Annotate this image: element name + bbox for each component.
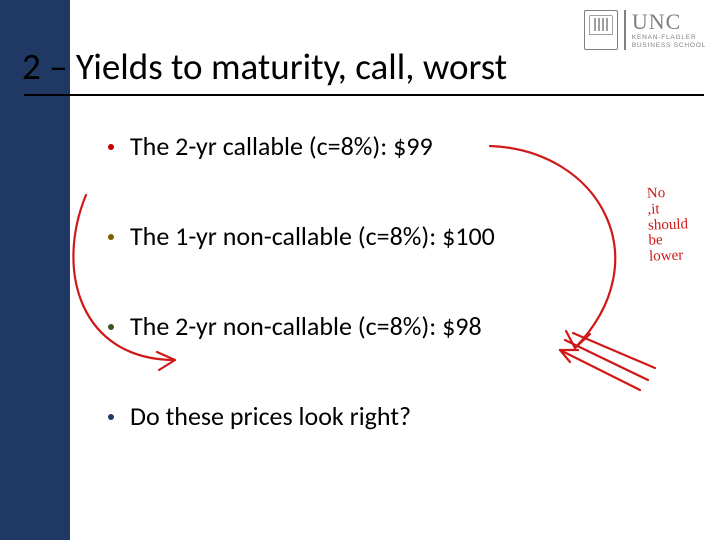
title-underline <box>24 94 704 96</box>
bullet-item: The 2-yr callable (c=8%): $99 <box>108 130 608 162</box>
logo-sub1: KENAN-FLAGLER <box>632 35 706 42</box>
bullet-text: Do these prices look right? <box>130 400 411 432</box>
bullet-item: The 2-yr non-callable (c=8%): $98 <box>108 310 608 342</box>
bullet-dot-icon <box>108 144 114 150</box>
bullet-item: Do these prices look right? <box>108 400 608 432</box>
bullet-text: The 1-yr non-callable (c=8%): $100 <box>130 220 495 252</box>
bullet-item: The 1-yr non-callable (c=8%): $100 <box>108 220 608 252</box>
page-title: 2 – Yields to maturity, call, worst <box>22 44 702 89</box>
hand-line: No <box>647 185 688 202</box>
bullet-text: The 2-yr non-callable (c=8%): $98 <box>130 310 482 342</box>
title-wrap: 2 – Yields to maturity, call, worst <box>22 44 702 89</box>
bullet-text: The 2-yr callable (c=8%): $99 <box>130 130 433 162</box>
hand-line: should <box>648 217 689 234</box>
hand-note: No ,it should be lower <box>647 185 690 265</box>
hand-line: lower <box>649 248 690 265</box>
bullet-dot-icon <box>108 234 114 240</box>
bullet-list: The 2-yr callable (c=8%): $99 The 1-yr n… <box>108 130 608 490</box>
bullet-dot-icon <box>108 414 114 420</box>
logo-main: UNC <box>632 11 706 33</box>
bullet-dot-icon <box>108 324 114 330</box>
